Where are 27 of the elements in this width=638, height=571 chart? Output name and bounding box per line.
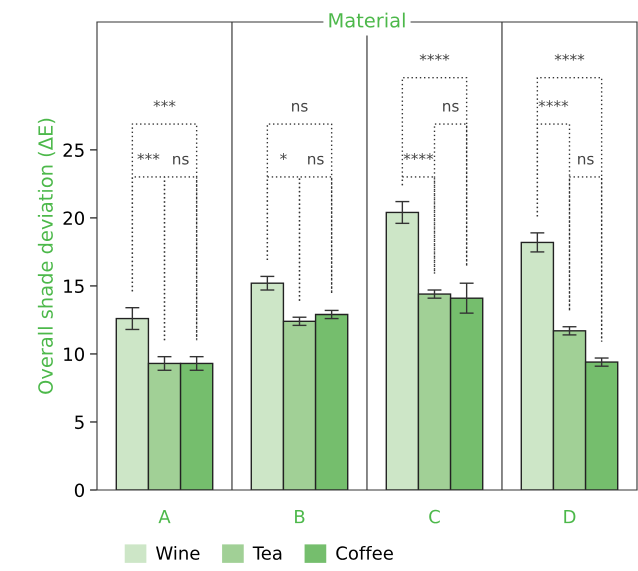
annotation: **** [404,153,434,160]
x-tick-label: C [429,510,440,524]
y-tick-label: 10 [64,347,84,362]
y-tick-label: 20 [64,211,84,226]
annotation: *** [154,100,176,108]
y-tick-label: 0 [74,483,84,498]
y-tick-label: 25 [64,143,84,157]
annotation: **** [538,100,568,108]
y-axis-title: Overall shade deviation (ΔE) [38,118,56,394]
annotation: ns [292,102,308,112]
y-tick-label: 15 [64,280,84,294]
annotation: *** [137,153,160,160]
x-tick-label: A [158,510,171,524]
annotation: ns [578,156,594,165]
legend-label: Coffee [336,546,393,560]
annotation: **** [554,54,584,61]
annotation: **** [420,54,450,61]
annotation: * [280,153,287,160]
y-tick-label: 5 [75,416,84,430]
legend-label: Tea [252,546,282,560]
x-axis-title: Material [329,12,405,28]
annotation: ns [443,102,459,112]
annotation: ns [308,156,324,165]
annotation: ns [173,156,189,165]
legend-label: Wine [156,546,200,560]
x-tick-label: B [295,510,304,524]
x-tick-label: D [564,510,576,524]
